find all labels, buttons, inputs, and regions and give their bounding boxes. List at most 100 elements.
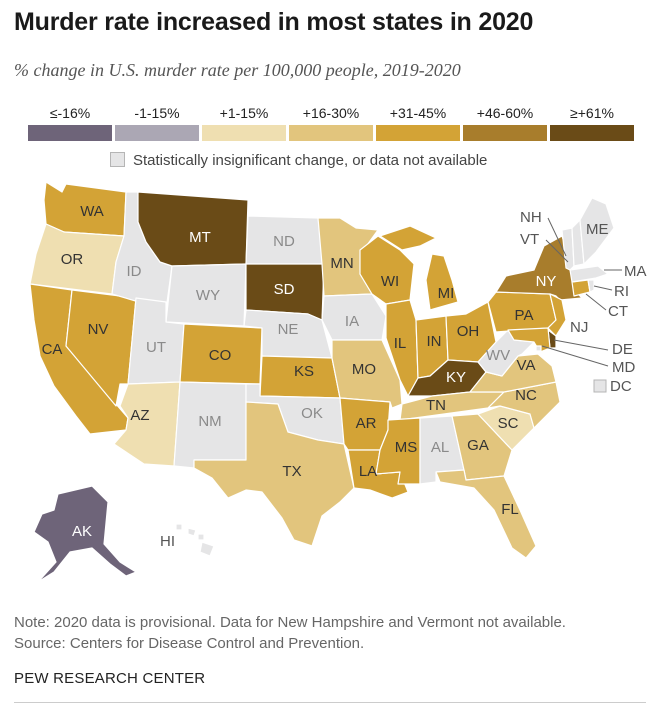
state-ma[interactable] xyxy=(569,265,609,283)
legend-swatch xyxy=(28,125,112,141)
state-vt[interactable] xyxy=(561,227,575,271)
na-label: Statistically insignificant change, or d… xyxy=(133,152,488,169)
source-text: Source: Centers for Disease Control and … xyxy=(14,635,365,652)
us-state-map: WA OR CA NV ID MT WY UT CO AZ NM ND SD N… xyxy=(29,181,647,583)
legend-item: +1-15% xyxy=(202,103,286,141)
state-label-mt: MT xyxy=(189,229,211,246)
state-label-ia: IA xyxy=(345,313,359,330)
legend-item: ≤-16% xyxy=(28,103,112,141)
state-label-nd: ND xyxy=(273,233,295,250)
state-ct[interactable] xyxy=(571,279,591,297)
footnote: Note: 2020 data is provisional. Data for… xyxy=(14,612,566,654)
na-legend: Statistically insignificant change, or d… xyxy=(110,152,487,169)
legend-item: +46-60% xyxy=(463,103,547,141)
callout-label-ri: RI xyxy=(614,283,629,300)
state-tx[interactable] xyxy=(193,401,355,547)
state-label-sc: SC xyxy=(498,415,519,432)
state-wv[interactable] xyxy=(477,329,535,377)
state-ak[interactable] xyxy=(33,485,137,583)
legend-item: ≥+61% xyxy=(550,103,634,141)
state-label-nc: NC xyxy=(515,387,537,404)
state-hi[interactable] xyxy=(175,523,215,557)
state-ri[interactable] xyxy=(587,279,595,293)
state-label-wa: WA xyxy=(80,203,104,220)
legend-item: +16-30% xyxy=(289,103,373,141)
note-text: Note: 2020 data is provisional. Data for… xyxy=(14,614,566,631)
state-label-co: CO xyxy=(209,347,232,364)
legend-item: +31-45% xyxy=(376,103,460,141)
callout-label-nj: NJ xyxy=(570,319,588,336)
callout-label-md: MD xyxy=(612,359,635,376)
state-label-fl: FL xyxy=(501,501,519,518)
state-label-wi: WI xyxy=(381,273,399,290)
callout-label-hi: HI xyxy=(160,533,175,550)
legend-swatch xyxy=(115,125,199,141)
callout-label-de: DE xyxy=(612,341,633,358)
state-label-ak: AK xyxy=(72,523,92,540)
state-label-ny: NY xyxy=(536,273,557,290)
state-label-pa: PA xyxy=(515,307,534,324)
state-label-ne: NE xyxy=(278,321,299,338)
legend-label: ≥+61% xyxy=(570,105,614,121)
state-label-ks: KS xyxy=(294,363,314,380)
legend-label: +31-45% xyxy=(389,105,447,121)
legend-label: -1-15% xyxy=(134,105,180,121)
state-label-wv: WV xyxy=(486,347,510,364)
chart-subtitle: % change in U.S. murder rate per 100,000… xyxy=(14,60,461,80)
legend-label: +1-15% xyxy=(219,105,269,121)
state-me[interactable] xyxy=(579,197,615,265)
legend-label: ≤-16% xyxy=(49,105,91,121)
state-label-ky: KY xyxy=(446,369,466,386)
state-label-ut: UT xyxy=(146,339,166,356)
state-label-in: IN xyxy=(427,333,442,350)
state-label-tx: TX xyxy=(282,463,301,480)
legend-item: -1-15% xyxy=(115,103,199,141)
state-label-ca: CA xyxy=(42,341,63,358)
state-label-ms: MS xyxy=(395,439,418,456)
state-label-al: AL xyxy=(431,439,449,456)
callout-label-vt: VT xyxy=(520,231,539,248)
state-label-la: LA xyxy=(359,463,377,480)
state-fl[interactable] xyxy=(435,469,537,559)
state-mt[interactable] xyxy=(137,191,249,267)
legend-label: +16-30% xyxy=(302,105,360,121)
legend: ≤-16% -1-15% +1-15% +16-30% +31-45% +46-… xyxy=(28,103,634,143)
dc-callout-box xyxy=(593,379,607,393)
bottom-rule xyxy=(14,702,646,703)
state-label-il: IL xyxy=(394,335,407,352)
brand-logo-text: PEW RESEARCH CENTER xyxy=(14,670,206,687)
callout-label-dc: DC xyxy=(610,378,632,395)
state-mi[interactable] xyxy=(379,225,459,311)
legend-swatch xyxy=(202,125,286,141)
state-label-nv: NV xyxy=(88,321,109,338)
state-label-ar: AR xyxy=(356,415,377,432)
state-label-mn: MN xyxy=(330,255,353,272)
state-label-nm: NM xyxy=(198,413,221,430)
state-mo[interactable] xyxy=(331,339,403,409)
state-label-tn: TN xyxy=(426,397,446,414)
legend-swatch xyxy=(289,125,373,141)
state-label-wy: WY xyxy=(196,287,220,304)
state-label-sd: SD xyxy=(274,281,295,298)
chart-title: Murder rate increased in most states in … xyxy=(14,8,534,36)
callout-lines xyxy=(541,217,622,367)
legend-swatch xyxy=(463,125,547,141)
legend-label: +46-60% xyxy=(476,105,534,121)
state-label-ga: GA xyxy=(467,437,489,454)
state-label-mi: MI xyxy=(438,285,455,302)
legend-swatch xyxy=(376,125,460,141)
na-swatch xyxy=(110,152,125,167)
callout-label-ct: CT xyxy=(608,303,628,320)
state-label-ok: OK xyxy=(301,405,323,422)
state-dc[interactable] xyxy=(535,345,542,352)
callout-label-ma: MA xyxy=(624,263,647,280)
state-label-id: ID xyxy=(127,263,142,280)
state-label-mo: MO xyxy=(352,361,376,378)
state-label-az: AZ xyxy=(130,407,149,424)
state-label-or: OR xyxy=(61,251,84,268)
callout-label-nh: NH xyxy=(520,209,542,226)
state-label-va: VA xyxy=(517,357,536,374)
state-label-oh: OH xyxy=(457,323,480,340)
callout-label-me: ME xyxy=(586,221,609,238)
legend-swatch xyxy=(550,125,634,141)
